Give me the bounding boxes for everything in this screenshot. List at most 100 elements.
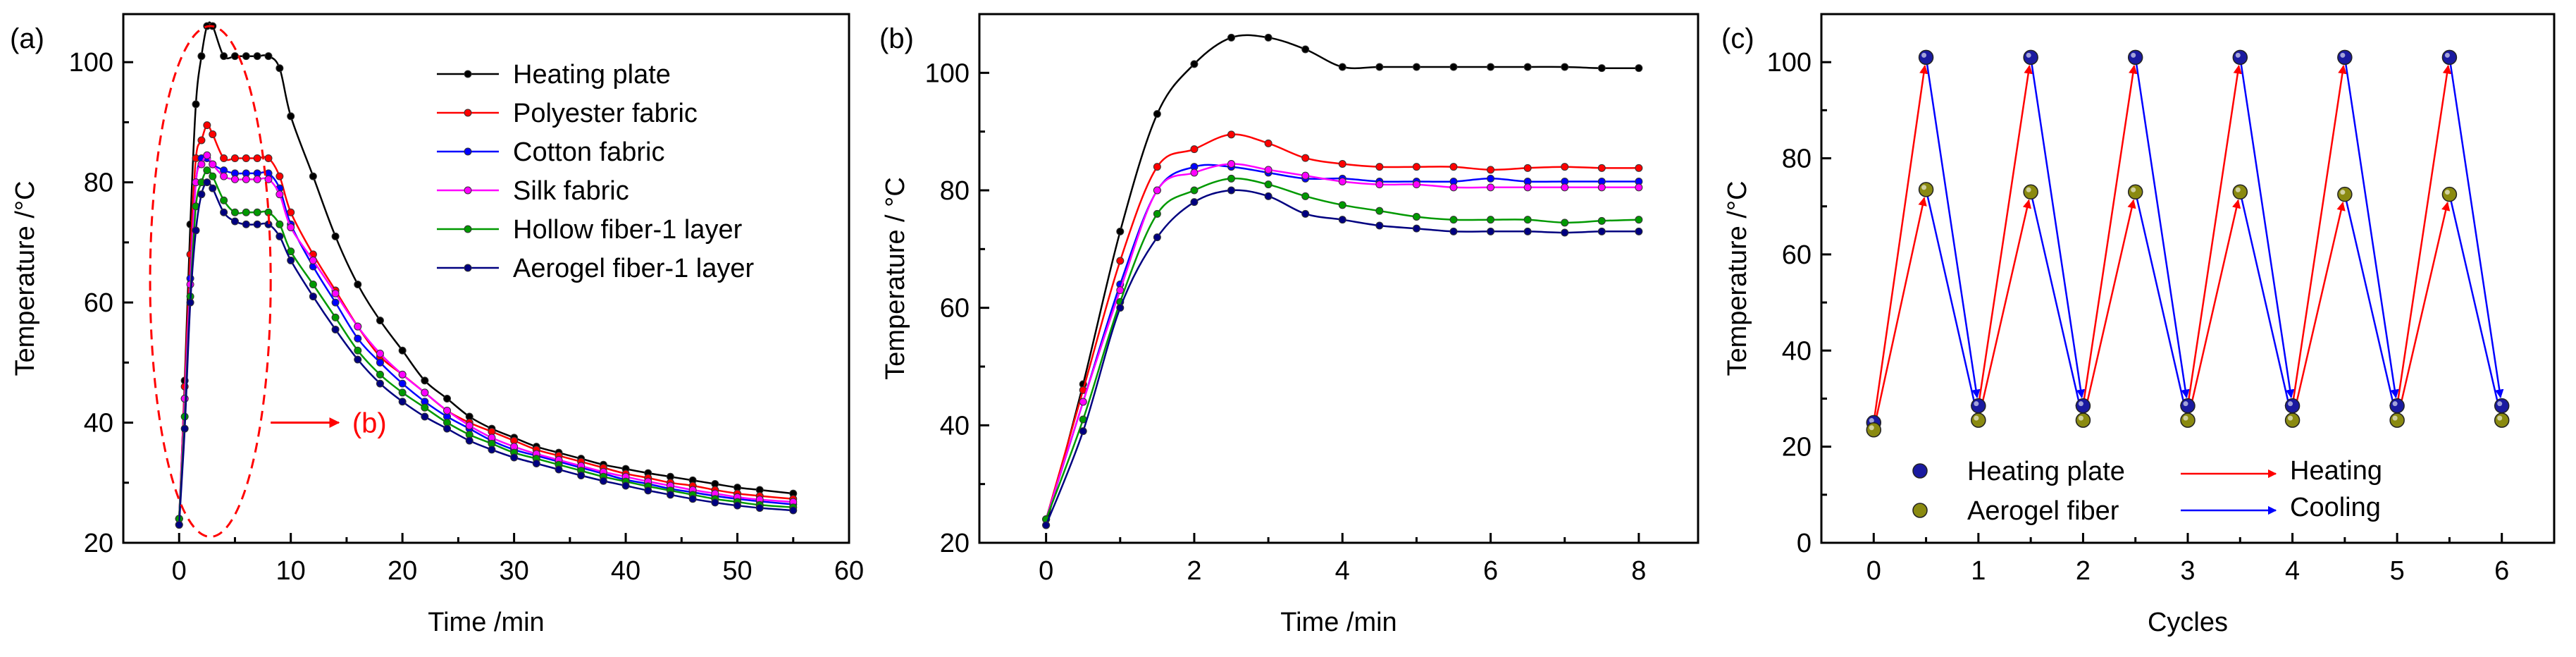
data-point-hollow-fiber-1-layer xyxy=(1191,187,1198,194)
data-point-polyester-fabric xyxy=(242,155,249,162)
panel-c-cycle-arrows xyxy=(1875,64,2501,423)
data-point-aerogel-fiber-1-layer xyxy=(175,521,182,528)
legend-label: Cooling xyxy=(2290,493,2381,522)
x-tick-label: 3 xyxy=(2180,556,2195,586)
series-line-polyester-fabric xyxy=(179,125,793,518)
data-point-aerogel-fiber-1-layer xyxy=(645,487,652,494)
y-tick-label: 100 xyxy=(69,48,113,78)
data-point-polyester-fabric xyxy=(204,122,211,129)
data-point-aerogel-fiber-1-layer xyxy=(309,293,316,300)
data-point-silk-fabric xyxy=(1228,161,1235,168)
data-point-aerogel-fiber-1-layer xyxy=(1043,522,1050,529)
data-point-aerogel-fiber xyxy=(2286,413,2300,427)
data-point-silk-fabric xyxy=(376,350,383,357)
data-point-aerogel-fiber xyxy=(2233,185,2247,199)
y-tick-label: 60 xyxy=(1782,240,1812,270)
data-point-heating-plate xyxy=(1598,65,1605,72)
data-point-cotton-fabric xyxy=(332,299,339,306)
legend-item-cotton-fabric: Cotton fabric xyxy=(437,137,664,167)
data-point-polyester-fabric xyxy=(1413,164,1420,171)
data-point-silk-fabric xyxy=(399,371,406,378)
data-point-aerogel-fiber-1-layer xyxy=(790,507,797,514)
data-point-aerogel-fiber-1-layer xyxy=(1524,228,1531,235)
data-point-heating-plate xyxy=(2181,399,2195,413)
panel-c-x-ticks: 0123456 xyxy=(1866,533,2510,586)
data-point-silk-fabric xyxy=(287,224,295,231)
data-point-silk-fabric xyxy=(1302,172,1309,179)
data-point-aerogel-fiber-1-layer xyxy=(1079,428,1086,435)
data-point-heating-plate xyxy=(1561,63,1568,70)
legend-marker xyxy=(464,148,471,155)
data-point-heating-plate xyxy=(332,233,339,240)
legend-label: Silk fabric xyxy=(513,176,629,206)
legend-marker xyxy=(464,109,471,116)
x-tick-label: 0 xyxy=(172,556,187,586)
data-point-heating-plate xyxy=(1971,399,1986,413)
legend-item-cooling: Cooling xyxy=(2181,493,2381,522)
data-point-aerogel-fiber-1-layer xyxy=(242,221,249,228)
data-point-hollow-fiber-1-layer xyxy=(1487,216,1494,223)
data-point-aerogel-fiber-1-layer xyxy=(600,477,607,484)
data-point-heating-plate xyxy=(2286,399,2300,413)
panel-c-legend: Heating plateAerogel fiberHeatingCooling xyxy=(1913,456,2382,526)
data-point-heating-plate xyxy=(2338,50,2352,64)
data-point-highlight xyxy=(2184,401,2188,406)
data-point-polyester-fabric xyxy=(1339,161,1346,168)
x-tick-label: 2 xyxy=(2076,556,2091,586)
data-point-hollow-fiber-1-layer xyxy=(276,221,283,228)
series-heating-plate xyxy=(1866,50,2508,429)
data-point-heating-plate xyxy=(2076,399,2090,413)
data-point-aerogel-fiber-1-layer xyxy=(689,496,696,503)
data-point-heating-plate xyxy=(242,53,249,60)
data-point-silk-fabric xyxy=(1339,178,1346,185)
data-point-polyester-fabric xyxy=(1153,164,1160,171)
data-point-highlight xyxy=(2497,416,2502,421)
y-tick-label: 100 xyxy=(1767,48,1812,78)
data-point-highlight xyxy=(1921,185,1926,190)
data-point-aerogel-fiber-1-layer xyxy=(1117,305,1124,312)
data-point-heating-plate xyxy=(265,53,272,60)
data-point-heating-plate xyxy=(399,347,406,354)
data-point-aerogel-fiber-1-layer xyxy=(181,425,188,432)
data-point-polyester-fabric xyxy=(1302,154,1309,161)
data-point-heating-plate xyxy=(1487,63,1494,70)
legend-label: Heating plate xyxy=(1967,457,2125,486)
data-point-heating-plate xyxy=(1413,63,1420,70)
data-point-aerogel-fiber-1-layer xyxy=(198,191,205,198)
data-point-aerogel-fiber-1-layer xyxy=(332,326,339,333)
data-point-cotton-fabric xyxy=(399,380,406,387)
x-tick-label: 2 xyxy=(1187,556,1201,586)
data-point-heating-plate xyxy=(1153,111,1160,118)
panel-a: (a) 0102030405060 20406080100 (b) Heatin… xyxy=(10,14,864,637)
x-tick-label: 4 xyxy=(2285,556,2300,586)
data-point-aerogel-fiber-1-layer xyxy=(1228,187,1235,194)
data-point-heating-plate xyxy=(376,317,383,324)
data-point-heating-plate xyxy=(1376,63,1383,70)
legend-marker xyxy=(1913,464,1927,478)
data-point-silk-fabric xyxy=(421,389,428,396)
data-point-heating-plate xyxy=(1265,34,1272,41)
x-tick-label: 1 xyxy=(1971,556,1986,586)
data-point-polyester-fabric xyxy=(1598,164,1605,171)
data-point-aerogel-fiber xyxy=(1866,423,1881,437)
data-point-heating-plate xyxy=(276,65,283,72)
data-point-polyester-fabric xyxy=(231,155,238,162)
data-point-aerogel-fiber-1-layer xyxy=(354,356,361,363)
data-point-hollow-fiber-1-layer xyxy=(309,281,316,288)
data-point-aerogel-fiber xyxy=(2495,413,2509,427)
legend-item-silk-fabric: Silk fabric xyxy=(437,176,629,206)
data-point-silk-fabric xyxy=(204,152,211,159)
y-tick-label: 80 xyxy=(940,176,970,206)
data-point-aerogel-fiber xyxy=(2338,188,2352,202)
data-point-polyester-fabric xyxy=(221,155,228,162)
data-point-hollow-fiber-1-layer xyxy=(399,389,406,396)
legend-item-aerogel-fiber-1-layer: Aerogel fiber-1 layer xyxy=(437,254,755,283)
data-point-highlight xyxy=(2026,53,2031,58)
legend-item-aerogel-fiber: Aerogel fiber xyxy=(1913,496,2119,526)
series-aerogel-fiber-1-layer xyxy=(1043,187,1642,529)
x-tick-label: 5 xyxy=(2390,556,2405,586)
data-point-aerogel-fiber-1-layer xyxy=(488,446,495,453)
data-point-aerogel-fiber-1-layer xyxy=(192,227,199,234)
data-point-highlight xyxy=(2340,53,2345,58)
data-point-highlight xyxy=(1921,53,1926,58)
